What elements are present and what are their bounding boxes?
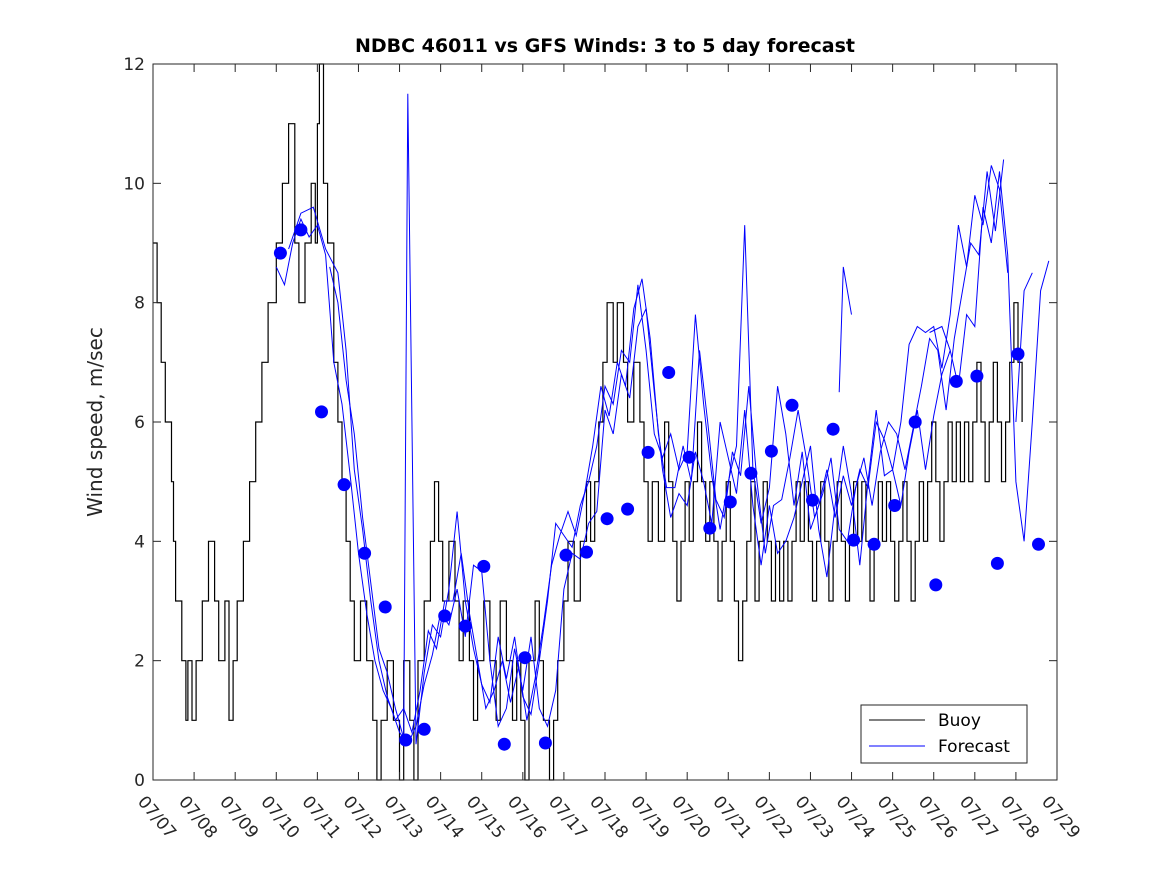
forecast-marker — [315, 405, 328, 419]
forecast-marker — [826, 422, 840, 436]
forecast-marker — [600, 512, 614, 526]
forecast-line — [1015, 272, 1033, 423]
plot-area — [153, 64, 1057, 780]
y-tick-label: 4 — [134, 532, 145, 552]
forecast-marker — [970, 369, 984, 383]
forecast-marker — [1011, 347, 1025, 361]
buoy-line — [153, 63, 1023, 781]
forecast-marker — [378, 600, 392, 614]
forecast-marker — [847, 533, 861, 547]
forecast-marker — [929, 578, 943, 592]
y-tick-label: 6 — [134, 413, 145, 433]
forecast-marker — [990, 556, 1004, 570]
legend-box — [860, 704, 1028, 764]
forecast-line — [288, 159, 1005, 735]
y-tick-label: 2 — [134, 652, 145, 672]
forecast-marker — [337, 478, 351, 492]
forecast-marker — [458, 619, 472, 633]
forecast-line — [929, 325, 951, 351]
y-tick-label: 12 — [123, 55, 145, 75]
y-tick-label: 0 — [134, 771, 145, 791]
forecast-marker — [949, 374, 963, 388]
legend: Buoy Forecast — [860, 704, 1028, 764]
forecast-marker — [662, 366, 676, 379]
forecast-marker — [497, 737, 511, 751]
forecast-marker — [538, 736, 552, 750]
legend-label-buoy: Buoy — [938, 711, 981, 731]
forecast-marker — [438, 609, 452, 623]
forecast-marker — [273, 246, 287, 260]
forecast-marker — [744, 466, 758, 480]
forecast-series — [275, 93, 1050, 746]
y-axis: 0 2 4 6 8 10 12 — [123, 55, 1057, 791]
forecast-marker — [1032, 537, 1045, 551]
y-axis-label: Wind speed, m/sec — [83, 327, 107, 517]
y-tick-label: 10 — [123, 174, 145, 194]
forecast-line — [329, 93, 1009, 745]
forecast-marker — [477, 559, 491, 573]
forecast-marker — [888, 499, 902, 512]
forecast-marker — [867, 537, 881, 551]
forecast-marker — [294, 223, 308, 237]
forecast-marker — [559, 548, 573, 562]
forecast-marker — [908, 415, 922, 429]
forecast-marker — [682, 450, 696, 464]
forecast-marker — [806, 493, 819, 507]
forecast-marker — [785, 398, 799, 412]
forecast-marker — [580, 545, 593, 559]
forecast-marker — [621, 502, 635, 516]
forecast-marker — [518, 651, 532, 665]
forecast-marker — [399, 733, 413, 747]
forecast-marker — [417, 722, 431, 736]
forecast-marker — [641, 445, 655, 459]
forecast-line — [838, 266, 852, 393]
forecast-marker — [358, 546, 372, 560]
y-tick-label: 8 — [134, 294, 145, 314]
legend-label-forecast: Forecast — [938, 737, 1010, 757]
forecast-marker — [723, 495, 737, 509]
buoy-series — [153, 63, 1023, 781]
chart-title: NDBC 46011 vs GFS Winds: 3 to 5 day fore… — [355, 35, 855, 57]
forecast-marker — [703, 521, 717, 535]
forecast-marker — [764, 444, 778, 458]
forecast-markers — [273, 223, 1045, 751]
